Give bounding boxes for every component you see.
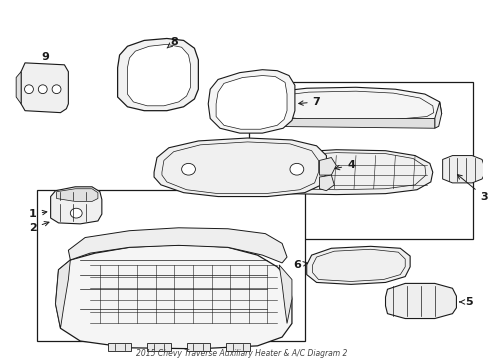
Text: 6: 6 bbox=[292, 260, 307, 270]
Polygon shape bbox=[319, 158, 336, 175]
Polygon shape bbox=[279, 265, 291, 323]
Polygon shape bbox=[56, 246, 291, 349]
Polygon shape bbox=[127, 44, 190, 106]
Polygon shape bbox=[16, 72, 21, 104]
Ellipse shape bbox=[181, 163, 195, 175]
Text: 8: 8 bbox=[167, 37, 177, 48]
Text: 2: 2 bbox=[29, 221, 49, 233]
Polygon shape bbox=[434, 102, 441, 128]
Polygon shape bbox=[147, 343, 170, 351]
Polygon shape bbox=[68, 228, 286, 263]
Text: 2015 Chevy Traverse Auxiliary Heater & A/C Diagram 2: 2015 Chevy Traverse Auxiliary Heater & A… bbox=[136, 349, 346, 358]
Polygon shape bbox=[56, 260, 70, 328]
Polygon shape bbox=[225, 343, 249, 351]
Text: 3: 3 bbox=[456, 175, 487, 202]
Polygon shape bbox=[306, 246, 409, 284]
Ellipse shape bbox=[24, 85, 33, 94]
Ellipse shape bbox=[52, 85, 61, 94]
Ellipse shape bbox=[70, 208, 82, 218]
Polygon shape bbox=[57, 189, 98, 202]
Polygon shape bbox=[262, 87, 441, 123]
Polygon shape bbox=[319, 175, 334, 191]
Text: 4: 4 bbox=[334, 160, 354, 170]
Polygon shape bbox=[107, 343, 131, 351]
Polygon shape bbox=[216, 76, 286, 129]
Text: 7: 7 bbox=[298, 97, 320, 107]
Ellipse shape bbox=[38, 85, 47, 94]
Polygon shape bbox=[51, 187, 102, 224]
Text: 9: 9 bbox=[41, 52, 50, 62]
Text: 1: 1 bbox=[29, 209, 47, 219]
Polygon shape bbox=[208, 70, 294, 133]
Polygon shape bbox=[262, 118, 434, 128]
Polygon shape bbox=[260, 92, 272, 126]
Polygon shape bbox=[118, 39, 198, 111]
Polygon shape bbox=[186, 343, 210, 351]
Polygon shape bbox=[154, 138, 326, 197]
Text: 5: 5 bbox=[459, 297, 472, 307]
Polygon shape bbox=[385, 283, 455, 319]
Bar bbox=[37, 190, 304, 341]
Bar bbox=[248, 82, 472, 239]
Polygon shape bbox=[21, 63, 68, 113]
Ellipse shape bbox=[289, 163, 303, 175]
Polygon shape bbox=[259, 150, 432, 195]
Polygon shape bbox=[442, 156, 483, 183]
